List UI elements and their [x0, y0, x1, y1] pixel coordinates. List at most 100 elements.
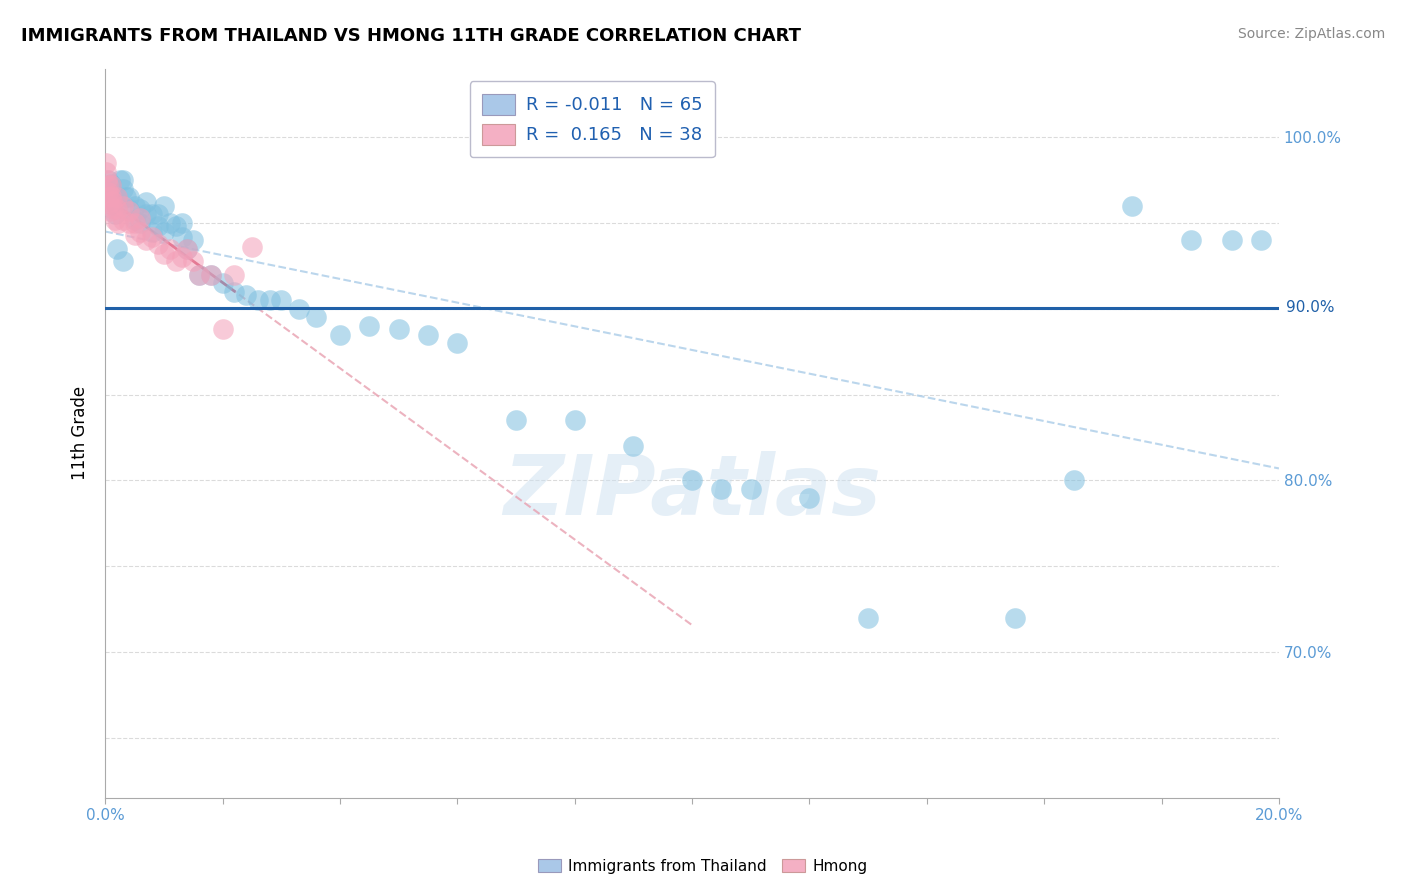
- Point: [1220, 233, 1243, 247]
- Point: [108, 173, 131, 187]
- Point: [165, 219, 187, 234]
- Point: [153, 199, 176, 213]
- Point: [96, 173, 118, 187]
- Point: [153, 247, 176, 261]
- Text: 90.0%: 90.0%: [1286, 301, 1334, 316]
- Y-axis label: 11th Grade: 11th Grade: [72, 386, 89, 481]
- Point: [176, 242, 198, 256]
- Point: [1004, 611, 1026, 625]
- Point: [141, 229, 163, 244]
- Point: [118, 202, 141, 217]
- Point: [111, 253, 134, 268]
- Point: [135, 207, 157, 221]
- Point: [129, 225, 152, 239]
- Point: [100, 188, 122, 202]
- Point: [170, 251, 193, 265]
- Point: [111, 199, 134, 213]
- Point: [211, 322, 233, 336]
- Point: [94, 156, 117, 170]
- Point: [97, 173, 120, 187]
- Point: [270, 293, 292, 308]
- Point: [129, 211, 152, 225]
- Point: [96, 164, 118, 178]
- Point: [388, 322, 411, 336]
- Point: [799, 491, 821, 505]
- Point: [1250, 233, 1272, 247]
- Point: [146, 236, 169, 251]
- Point: [240, 240, 263, 254]
- Legend: R = -0.011   N = 65, R =  0.165   N = 38: R = -0.011 N = 65, R = 0.165 N = 38: [470, 81, 714, 157]
- Point: [710, 482, 733, 496]
- Point: [97, 190, 120, 204]
- Point: [129, 216, 152, 230]
- Point: [211, 276, 233, 290]
- Point: [98, 197, 121, 211]
- Point: [118, 216, 141, 230]
- Point: [98, 190, 121, 204]
- Point: [621, 439, 644, 453]
- Point: [564, 413, 586, 427]
- Point: [135, 233, 157, 247]
- Text: ZIPatlas: ZIPatlas: [503, 451, 882, 533]
- Point: [111, 173, 134, 187]
- Point: [146, 219, 169, 234]
- Point: [97, 178, 120, 193]
- Point: [181, 233, 204, 247]
- Point: [97, 185, 120, 199]
- Point: [100, 178, 122, 193]
- Point: [114, 190, 136, 204]
- Point: [259, 293, 281, 308]
- Point: [97, 182, 120, 196]
- Point: [105, 202, 128, 217]
- Point: [305, 310, 328, 325]
- Point: [105, 199, 128, 213]
- Point: [124, 212, 146, 227]
- Point: [224, 285, 246, 299]
- Point: [98, 204, 121, 219]
- Point: [105, 190, 128, 204]
- Point: [124, 199, 146, 213]
- Point: [681, 474, 703, 488]
- Legend: Immigrants from Thailand, Hmong: Immigrants from Thailand, Hmong: [531, 853, 875, 880]
- Point: [165, 253, 187, 268]
- Point: [104, 212, 127, 227]
- Point: [101, 194, 124, 208]
- Point: [1180, 233, 1202, 247]
- Point: [96, 182, 118, 196]
- Point: [1063, 474, 1085, 488]
- Point: [111, 182, 134, 196]
- Point: [176, 242, 198, 256]
- Point: [141, 207, 163, 221]
- Point: [181, 253, 204, 268]
- Point: [856, 611, 879, 625]
- Point: [740, 482, 762, 496]
- Point: [153, 225, 176, 239]
- Text: IMMIGRANTS FROM THAILAND VS HMONG 11TH GRADE CORRELATION CHART: IMMIGRANTS FROM THAILAND VS HMONG 11TH G…: [21, 27, 801, 45]
- Point: [118, 204, 141, 219]
- Point: [146, 207, 169, 221]
- Point: [100, 177, 122, 191]
- Point: [159, 242, 181, 256]
- Point: [416, 327, 439, 342]
- Point: [188, 268, 211, 282]
- Point: [124, 227, 146, 242]
- Point: [101, 185, 124, 199]
- Point: [200, 268, 222, 282]
- Point: [200, 268, 222, 282]
- Point: [329, 327, 352, 342]
- Point: [188, 268, 211, 282]
- Point: [105, 242, 128, 256]
- Point: [105, 190, 128, 204]
- Point: [235, 288, 257, 302]
- Point: [107, 216, 129, 230]
- Point: [224, 268, 246, 282]
- Point: [505, 413, 527, 427]
- Point: [103, 194, 125, 208]
- Point: [111, 212, 134, 227]
- Point: [159, 216, 181, 230]
- Point: [124, 216, 146, 230]
- Text: Source: ZipAtlas.com: Source: ZipAtlas.com: [1237, 27, 1385, 41]
- Point: [103, 202, 125, 217]
- Point: [135, 195, 157, 210]
- Point: [129, 202, 152, 217]
